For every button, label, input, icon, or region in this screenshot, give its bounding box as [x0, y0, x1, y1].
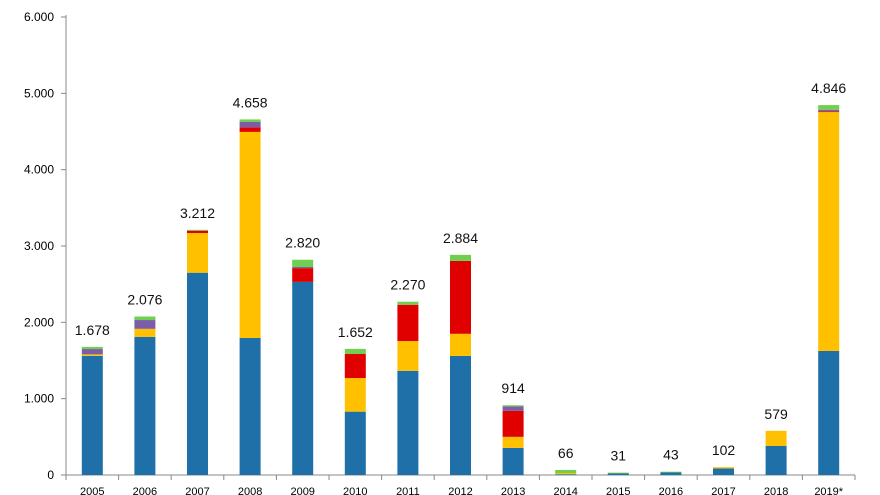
- x-category-label: 2006: [133, 486, 157, 495]
- bar-segment-2010-series-1: [344, 411, 366, 475]
- bar-segment-2005-series-5: [81, 346, 103, 350]
- bar-segment-2011-series-3: [397, 304, 419, 342]
- y-tick-label: 6.000: [24, 10, 54, 24]
- bar-segment-2019*-series-1: [818, 350, 840, 475]
- bar-segment-2008-series-2: [239, 131, 261, 338]
- bar-segment-2007-series-2: [187, 233, 208, 273]
- bar-segment-2019*-series-4: [818, 109, 840, 112]
- y-tick-label: 4.000: [24, 163, 54, 177]
- bar-segment-2008-series-4: [239, 121, 261, 128]
- total-data-label: 579: [764, 406, 788, 422]
- x-category-label: 2015: [606, 486, 630, 495]
- bar-segment-2013-series-1: [502, 447, 524, 475]
- bar-segment-2007-series-5: [187, 229, 208, 231]
- bar-segment-2019*-series-3: [818, 111, 840, 113]
- y-tick-label: 2.000: [24, 315, 54, 329]
- total-data-label: 4.658: [233, 94, 268, 110]
- bar-segment-2009-series-1: [292, 281, 314, 475]
- x-category-label: 2017: [711, 486, 735, 495]
- x-category-label: 2019*: [814, 486, 843, 495]
- y-tick-label: 1.000: [24, 392, 54, 406]
- bar-segment-2012-series-2: [450, 333, 471, 356]
- x-category-label: 2012: [448, 486, 472, 495]
- bar-segment-2005-series-2: [81, 354, 103, 356]
- x-category-label: 2007: [185, 486, 209, 495]
- bar-segment-2015-series-1: [607, 473, 629, 475]
- bar-segment-2018-series-2: [765, 430, 787, 446]
- bar-segment-2010-series-2: [344, 378, 366, 412]
- bar-segment-2009-series-3: [292, 268, 314, 282]
- bar-segment-2006-series-5: [134, 316, 156, 321]
- bar-segment-2007-series-3: [187, 230, 208, 234]
- total-data-label: 1.678: [75, 322, 110, 338]
- total-data-label: 102: [712, 442, 736, 458]
- y-tick-label: 0: [47, 468, 54, 482]
- total-data-label: 2.270: [390, 277, 425, 293]
- total-data-label: 2.884: [443, 230, 478, 246]
- x-category-label: 2011: [396, 486, 420, 495]
- y-tick-label: 5.000: [24, 86, 54, 100]
- bar-segment-2005-series-4: [81, 349, 103, 355]
- total-data-label: 1.652: [338, 324, 373, 340]
- x-category-label: 2009: [290, 486, 314, 495]
- total-data-label: 2.820: [285, 235, 320, 251]
- x-category-label: 2016: [659, 486, 683, 495]
- bar-segment-2016-series-1: [660, 472, 682, 475]
- bar-segment-2011-series-5: [397, 301, 419, 305]
- bar-segment-2008-series-3: [239, 127, 261, 132]
- bar-segment-2007-series-1: [187, 272, 208, 475]
- bar-segment-2013-series-4: [502, 406, 524, 411]
- bar-segment-2017-series-1: [713, 468, 734, 475]
- bar-segment-2013-series-2: [502, 436, 524, 448]
- x-category-label: 2018: [764, 486, 788, 495]
- bar-segment-2016-series-5: [660, 471, 682, 473]
- bar-segment-2006-series-4: [134, 320, 156, 329]
- total-data-label: 66: [558, 445, 574, 461]
- bar-segment-2011-series-1: [397, 370, 419, 475]
- bar-segment-2006-series-2: [134, 328, 156, 337]
- total-data-label: 914: [501, 380, 525, 396]
- bar-segment-2006-series-1: [134, 336, 156, 475]
- total-data-label: 4.846: [811, 80, 846, 96]
- bar-segment-2014-series-2: [555, 473, 577, 475]
- bar-segment-2019*-series-5: [818, 105, 840, 110]
- bar-segment-2009-series-4: [292, 266, 314, 269]
- x-category-label: 2013: [501, 486, 525, 495]
- bar-segment-2005-series-1: [81, 355, 103, 475]
- bar-segment-2017-series-2: [713, 467, 734, 469]
- bar-segment-2014-series-1: [555, 474, 577, 476]
- total-data-label: 2.076: [127, 292, 162, 308]
- total-data-label: 3.212: [180, 205, 215, 221]
- x-category-label: 2008: [238, 486, 262, 495]
- bar-segment-2014-series-5: [555, 469, 577, 474]
- bar-segment-2013-series-5: [502, 405, 524, 407]
- total-data-label: 43: [663, 447, 679, 463]
- bar-segment-2012-series-5: [450, 254, 471, 261]
- bar-segment-2012-series-1: [450, 355, 471, 475]
- bar-segment-2008-series-5: [239, 119, 261, 122]
- x-category-label: 2010: [343, 486, 367, 495]
- x-category-label: 2014: [553, 486, 577, 495]
- total-data-label: 31: [611, 448, 627, 464]
- bar-segment-2019*-series-2: [818, 112, 840, 351]
- bar-segment-2010-series-5: [344, 348, 366, 355]
- bar-segment-2018-series-1: [765, 445, 787, 475]
- y-tick-label: 3.000: [24, 239, 54, 253]
- bar-segment-2015-series-5: [607, 472, 629, 474]
- bar-segment-2011-series-2: [397, 341, 419, 371]
- bar-segment-2013-series-3: [502, 410, 524, 437]
- x-category-label: 2005: [80, 486, 104, 495]
- bar-segment-2008-series-1: [239, 337, 261, 475]
- bar-segment-2012-series-3: [450, 260, 471, 334]
- bar-segment-2009-series-5: [292, 259, 314, 267]
- bar-segment-2010-series-3: [344, 354, 366, 379]
